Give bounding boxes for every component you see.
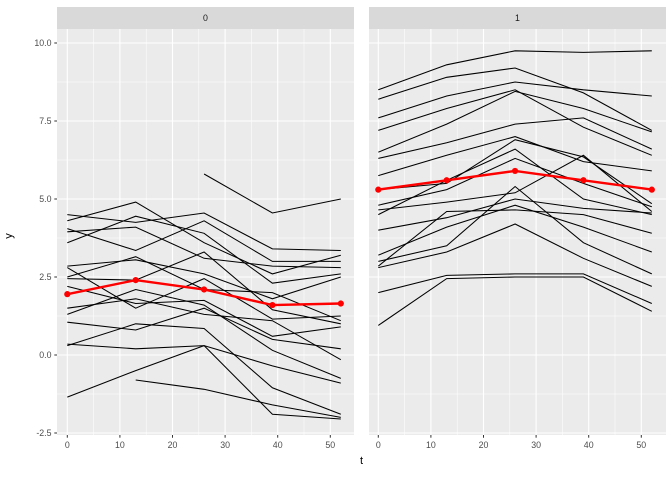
- x-tick-label: 50: [325, 440, 335, 450]
- subject-line: [378, 223, 652, 287]
- facet-panel-0: 0 10 20 30 40 50: [57, 29, 354, 450]
- x-tick-label: 20: [479, 440, 489, 450]
- facet-strip-label: 1: [515, 13, 520, 23]
- y-tick-label: 2.5: [39, 272, 51, 282]
- subject-line: [378, 136, 652, 177]
- mean-point: [269, 301, 276, 309]
- y-axis-title: y: [2, 233, 15, 239]
- x-axis-title: t: [359, 455, 364, 467]
- subject-line: [67, 298, 342, 361]
- y-tick-label: 7.5: [39, 116, 51, 126]
- subject-line: [378, 148, 652, 216]
- x-tick-label: 10: [426, 440, 436, 450]
- mean-point: [511, 167, 519, 175]
- panel-background: [57, 29, 354, 435]
- subject-line: [378, 139, 653, 205]
- subject-line: [378, 185, 653, 275]
- mean-point: [64, 291, 71, 298]
- y-tick-label: -2.5: [36, 428, 51, 438]
- mean-point: [132, 277, 139, 284]
- subject-line: [378, 89, 652, 156]
- subject-line: [67, 220, 341, 262]
- mean-point: [648, 186, 655, 193]
- x-tick-label: 50: [636, 440, 646, 450]
- subject-line: [67, 212, 341, 252]
- subject-line: [377, 209, 652, 267]
- subject-line: [67, 215, 341, 284]
- subject-line: [67, 323, 341, 415]
- x-tick-label: 10: [115, 440, 125, 450]
- facet-panel-1: 0 10 20 30 40 50: [369, 29, 666, 450]
- mean-point: [337, 300, 344, 307]
- x-tick-label: 30: [220, 440, 230, 450]
- subject-line: [67, 226, 341, 269]
- x-tick-label: 20: [168, 440, 178, 450]
- subject-line: [378, 90, 652, 153]
- y-tick-label: 0.0: [39, 350, 51, 360]
- subject-line: [67, 307, 341, 350]
- subject-line: [378, 81, 652, 119]
- subject-line: [378, 198, 652, 231]
- subject-line: [67, 344, 341, 420]
- subject-line: [378, 273, 653, 304]
- subject-line: [378, 157, 652, 208]
- mean-point: [443, 177, 450, 184]
- x-tick-label: 40: [584, 440, 594, 450]
- y-tick-label: 5.0: [39, 194, 51, 204]
- x-tick-label: 40: [273, 440, 283, 450]
- panel-background: [369, 29, 666, 435]
- mean-point: [200, 286, 208, 293]
- subject-line: [67, 201, 341, 275]
- subject-line: [67, 251, 341, 325]
- subject-line: [378, 276, 653, 326]
- subject-line: [378, 154, 653, 212]
- x-tick-label: 0: [65, 440, 70, 450]
- x-tick-label: 30: [531, 440, 541, 450]
- subject-line: [378, 50, 652, 91]
- subject-line: [378, 117, 653, 159]
- mean-point: [375, 186, 382, 193]
- subject-line: [67, 267, 341, 320]
- y-tick-label: 10.0: [34, 38, 51, 48]
- subject-line: [67, 288, 341, 379]
- mean-point: [580, 177, 587, 184]
- subject-line: [135, 379, 341, 418]
- facet-strip-1: 1: [369, 7, 666, 29]
- facet-strip-label: 0: [203, 13, 208, 23]
- subject-line: [378, 204, 652, 256]
- facet-strip-0: 0: [57, 7, 354, 29]
- subject-line: [378, 67, 653, 131]
- x-tick-label: 0: [376, 440, 381, 450]
- subject-line: [67, 259, 341, 300]
- subject-line: [203, 173, 341, 214]
